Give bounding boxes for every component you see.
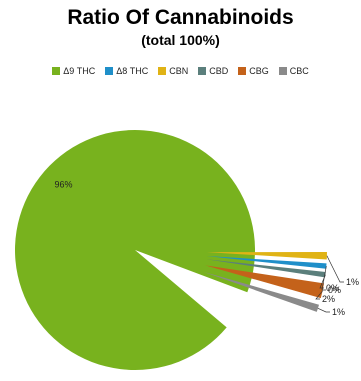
legend-swatch-cbc: [278, 67, 287, 75]
data-label-d8thc: 0%: [328, 285, 341, 295]
pie-slice-cbd: [206, 259, 326, 278]
legend-label-cbd: CBD: [209, 66, 229, 76]
legend-item-d8thc: Δ8 THC: [105, 66, 148, 76]
data-label-cbg: 2%: [322, 294, 335, 304]
legend-item-cbn: CBN: [158, 66, 188, 76]
pie-slice-cbg: [205, 265, 324, 299]
legend-item-cbc: CBC: [278, 66, 309, 76]
legend-label-cbg: CBG: [249, 66, 269, 76]
legend-swatch-d8thc: [105, 67, 114, 75]
leader-line-cbg: [315, 290, 323, 300]
legend-swatch-d9thc: [52, 67, 61, 75]
legend-item-cbd: CBD: [198, 66, 228, 76]
chart-legend: Δ9 THC Δ8 THC CBN CBD CBG CBC: [0, 66, 361, 76]
legend-item-cbg: CBG: [238, 66, 269, 76]
chart-subtitle: (total 100%): [141, 32, 220, 48]
leader-line-cbc: [317, 307, 330, 313]
data-label-d9thc: 96%: [55, 179, 73, 189]
legend-label-d9thc: Δ9 THC: [63, 66, 96, 76]
data-label-cbd: 0%: [326, 283, 339, 293]
pie-slice-d8thc: [206, 256, 327, 269]
chart-title: Ratio Of Cannabinoids: [67, 6, 294, 29]
legend-label-cbc: CBC: [289, 66, 309, 76]
leader-line-cbn: [326, 255, 344, 283]
pie-slice-cbc: [203, 271, 320, 312]
leader-line-d8thc: [321, 266, 327, 291]
legend-item-d9thc: Δ9 THC: [52, 66, 95, 76]
legend-label-cbn: CBN: [169, 66, 189, 76]
pie-slice-d9thc: [14, 130, 255, 371]
data-label-cbc: 1%: [332, 307, 345, 317]
leader-line-cbd: [319, 274, 326, 289]
legend-swatch-cbg: [238, 67, 247, 75]
legend-swatch-cbd: [198, 67, 207, 75]
pie-slice-cbn: [206, 252, 327, 260]
legend-label-d8thc: Δ8 THC: [116, 66, 149, 76]
legend-swatch-cbn: [158, 67, 167, 75]
data-label-cbn: 1%: [346, 277, 359, 287]
